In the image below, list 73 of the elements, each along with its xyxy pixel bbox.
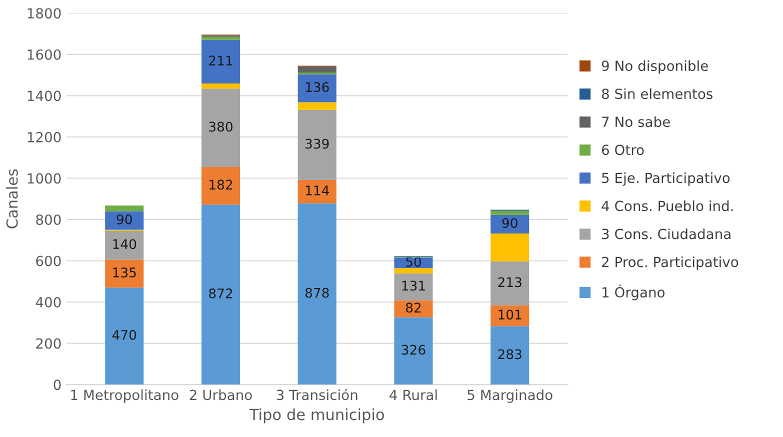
data-label: 213 xyxy=(498,277,522,288)
data-label: 326 xyxy=(402,344,426,355)
legend-label: 1 Órgano xyxy=(602,284,665,300)
legend-label: 5 Eje. Participativo xyxy=(602,172,730,186)
data-label: 380 xyxy=(209,122,232,132)
legend-label: 7 No sabe xyxy=(602,116,670,128)
bar xyxy=(394,273,433,300)
bar xyxy=(298,74,336,102)
data-label: 339 xyxy=(306,138,329,149)
y-tick-label: 1600 xyxy=(28,49,61,60)
data-label: 90 xyxy=(502,218,518,228)
bar xyxy=(201,167,240,205)
data-label: 470 xyxy=(112,330,136,340)
bar xyxy=(201,83,240,89)
y-tick-label: 1200 xyxy=(28,132,61,142)
data-label: 140 xyxy=(113,239,136,250)
legend-label: 4 Cons. Pueblo ind. xyxy=(602,200,733,212)
x-tick-label: 3 Transición xyxy=(276,388,358,400)
data-label: 136 xyxy=(306,82,329,92)
legend-label: 9 No disponible xyxy=(602,60,708,74)
data-label: 131 xyxy=(402,280,425,291)
x-tick-label: 2 Urbano xyxy=(190,389,252,400)
data-label: 101 xyxy=(498,310,522,320)
data-label: 182 xyxy=(210,180,232,190)
bar xyxy=(298,102,336,110)
data-label: 50 xyxy=(406,256,422,267)
bar xyxy=(490,261,530,306)
y-tick-label: 1800 xyxy=(28,8,61,19)
bar xyxy=(201,88,240,168)
data-label: 135 xyxy=(113,267,136,278)
bar xyxy=(298,180,336,204)
bar xyxy=(490,305,530,326)
y-tick-label: 600 xyxy=(36,256,61,266)
bar xyxy=(394,300,433,318)
legend-label: 6 Otro xyxy=(602,144,644,156)
legend-label: 8 Sin elementos xyxy=(602,88,712,100)
x-axis-title: Tipo de municipio xyxy=(249,408,384,424)
y-tick-label: 0 xyxy=(54,380,61,390)
data-label: 82 xyxy=(406,302,421,313)
bar xyxy=(105,230,144,260)
bar xyxy=(490,210,530,215)
bar xyxy=(490,326,530,385)
bar xyxy=(490,234,530,262)
bar xyxy=(105,260,144,288)
bar xyxy=(394,268,433,274)
bar xyxy=(298,110,336,180)
data-label: 90 xyxy=(116,214,132,224)
bar xyxy=(201,40,240,84)
y-axis-title: Canales xyxy=(6,169,18,228)
legend-label: 2 Proc. Participativo xyxy=(602,256,738,270)
bar xyxy=(201,204,240,385)
bar xyxy=(105,211,144,230)
data-label: 878 xyxy=(305,288,329,298)
bar xyxy=(105,288,144,385)
y-tick-label: 800 xyxy=(36,214,61,225)
x-tick-label: 4 Rural xyxy=(390,389,437,400)
data-label: 283 xyxy=(498,349,522,360)
x-tick-label: 1 Metropolitano xyxy=(71,389,178,403)
bar xyxy=(394,317,433,385)
data-label: 872 xyxy=(209,288,232,298)
bar xyxy=(201,36,240,40)
legend-label: 3 Cons. Ciudadana xyxy=(602,228,730,240)
data-label: 114 xyxy=(306,186,329,196)
y-tick-label: 200 xyxy=(36,338,61,349)
bar xyxy=(105,205,144,212)
y-tick-label: 1400 xyxy=(28,90,61,102)
x-tick-label: 5 Marginado xyxy=(468,389,552,403)
y-tick-label: 1000 xyxy=(28,173,61,184)
data-label: 211 xyxy=(209,56,232,66)
y-tick-label: 400 xyxy=(36,296,61,308)
bar xyxy=(298,203,336,385)
bar xyxy=(490,214,530,234)
bar xyxy=(298,66,336,73)
